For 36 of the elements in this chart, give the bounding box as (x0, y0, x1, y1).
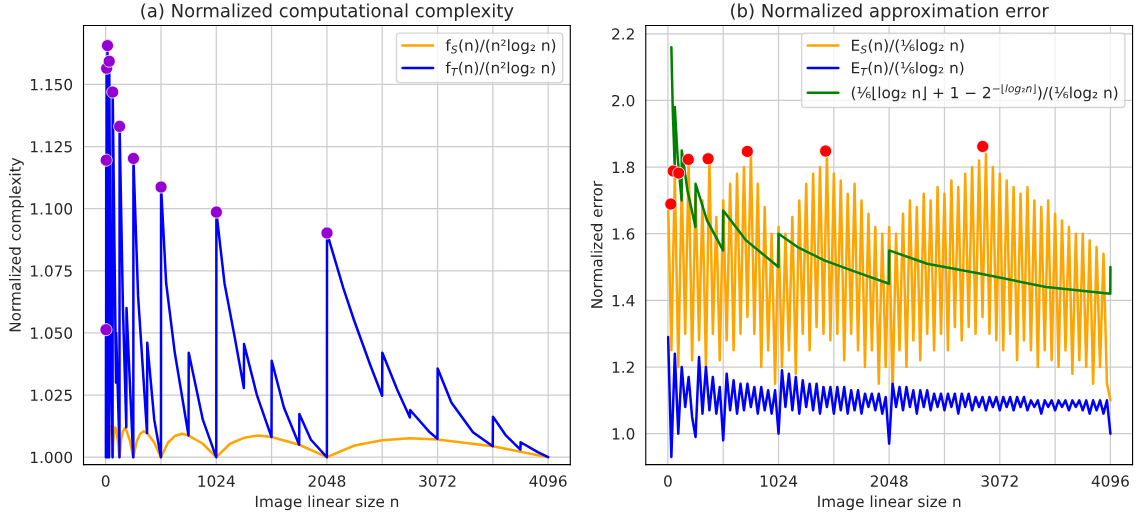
y-tick-label: 1.075 (31, 265, 72, 277)
legend-label: f$_{S}$(n)/(n²log₂ n) (445, 39, 556, 55)
legend-label: E$_{S}$(n)/(⅙log₂ n) (852, 39, 964, 55)
y-tick-label: 1.150 (31, 78, 73, 91)
y-tick-label: 1.025 (31, 389, 72, 402)
y-tick-label: 1.8 (612, 161, 635, 174)
legend-label: f$_{T}$(n)/(n²log₂ n) (445, 61, 555, 77)
x-axis-title: Image linear size n (818, 495, 961, 511)
chart-title: (b) Normalized approximation error (731, 3, 1049, 21)
x-tick-label: 4096 (529, 475, 567, 487)
y-tick-label: 1.4 (612, 295, 635, 307)
y-tick-label: 1.050 (31, 327, 73, 339)
x-tick-label: 3072 (981, 475, 1018, 487)
x-axis-title: Image linear size n (255, 495, 399, 511)
y-tick-label: 1.000 (31, 451, 73, 464)
legend-label: (⅙⌊log₂ n⌋ + 1 − 2$^{−⌊log₂n⌋}$)/(⅙log₂ n) (851, 84, 1118, 102)
y-tick-label: 1.6 (612, 228, 635, 240)
x-tick-label: 1024 (760, 475, 798, 487)
x-tick-label: 3072 (419, 475, 456, 487)
y-tick-label: 2.2 (612, 28, 634, 40)
y-axis-title: Normalized complexity (9, 157, 24, 332)
y-tick-label: 1.0 (612, 428, 635, 440)
x-tick-label: 1024 (198, 475, 235, 487)
x-tick-label: 4096 (1091, 475, 1129, 487)
chart-title: (a) Normalized computational complexity (141, 3, 514, 21)
x-tick-label: 2048 (308, 475, 346, 487)
y-tick-label: 2.0 (612, 94, 635, 107)
x-tick-label: 2048 (870, 475, 908, 487)
legend-label: E$_{T}$(n)/(⅙log₂ n) (852, 61, 964, 77)
y-axis-title: Normalized error (590, 180, 603, 308)
line-series (666, 335, 1112, 459)
y-tick-label: 1.100 (31, 203, 73, 215)
y-tick-label: 1.125 (31, 140, 72, 153)
y-tick-label: 1.2 (612, 361, 634, 373)
x-tick-label: 0 (664, 475, 672, 487)
x-tick-label: 0 (101, 475, 110, 487)
